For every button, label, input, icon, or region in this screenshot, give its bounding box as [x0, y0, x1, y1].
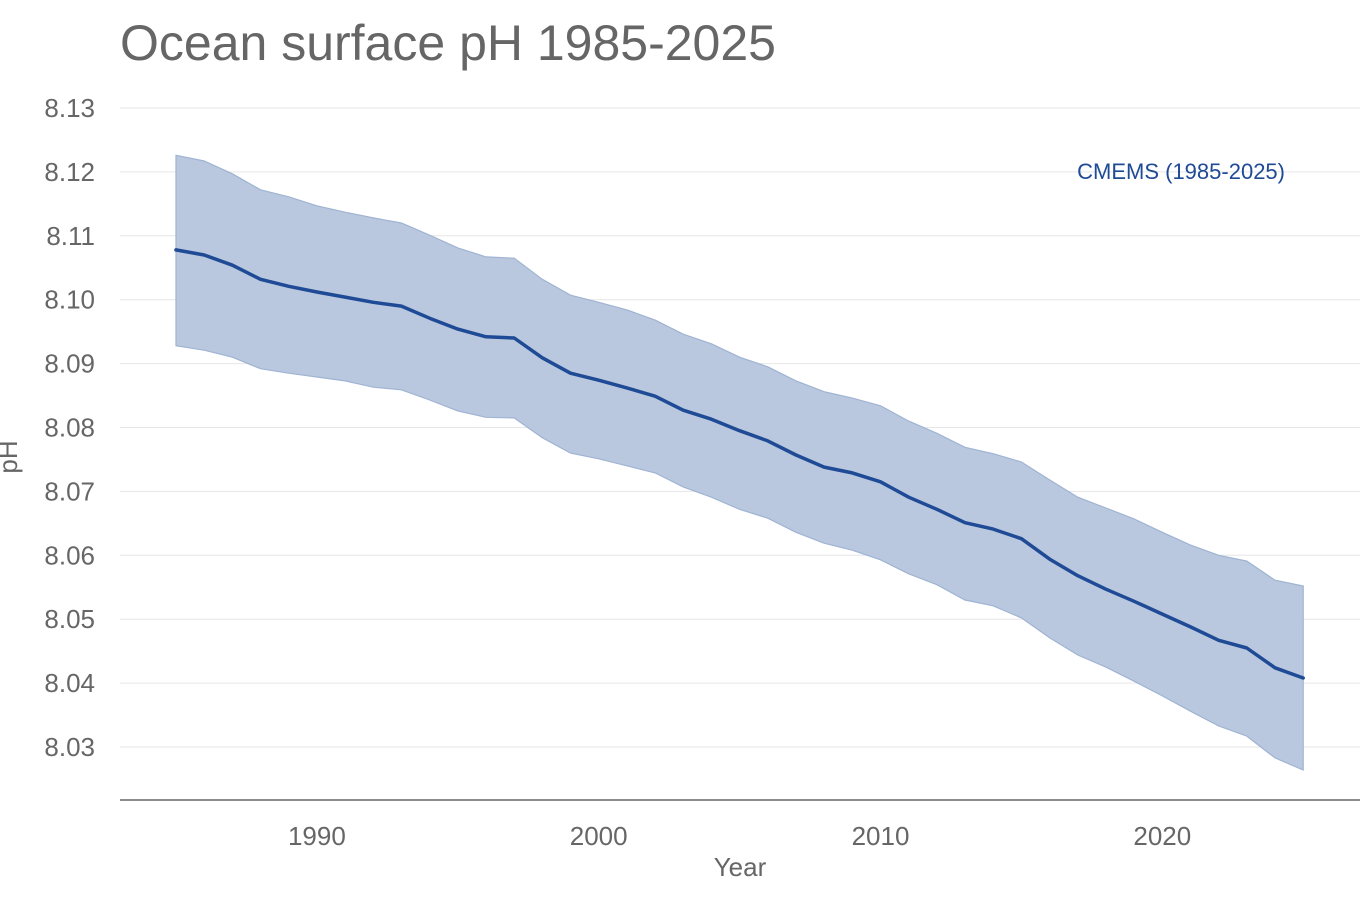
- x-tick-label: 2010: [852, 821, 910, 851]
- y-tick-label: 8.07: [44, 476, 95, 506]
- x-tick-label: 2020: [1133, 821, 1191, 851]
- y-tick-label: 8.10: [44, 285, 95, 315]
- y-tick-label: 8.08: [44, 413, 95, 443]
- y-axis-label: pH: [0, 440, 23, 473]
- confidence-band: [175, 154, 1304, 771]
- y-tick-label: 8.04: [44, 668, 95, 698]
- x-tick-labels: 1990 2000 2010 2020: [288, 821, 1191, 851]
- y-tick-label: 8.06: [44, 540, 95, 570]
- y-tick-label: 8.13: [44, 93, 95, 123]
- legend-label: CMEMS (1985-2025): [1077, 159, 1285, 184]
- chart-title: Ocean surface pH 1985-2025: [120, 15, 776, 71]
- confidence-band-area: [175, 154, 1304, 771]
- y-tick-label: 8.11: [46, 221, 95, 251]
- x-tick-label: 2000: [570, 821, 628, 851]
- y-tick-labels: 8.03 8.04 8.05 8.06 8.07 8.08 8.09 8.10 8.11 8.12…: [44, 93, 95, 762]
- x-tick-label: 1990: [288, 821, 346, 851]
- y-tick-label: 8.12: [44, 157, 95, 187]
- y-tick-label: 8.09: [44, 349, 95, 379]
- series-line: [174, 248, 1305, 680]
- y-tick-label: 8.03: [44, 732, 95, 762]
- y-tick-label: 8.05: [44, 604, 95, 634]
- x-axis-label: Year: [714, 852, 767, 882]
